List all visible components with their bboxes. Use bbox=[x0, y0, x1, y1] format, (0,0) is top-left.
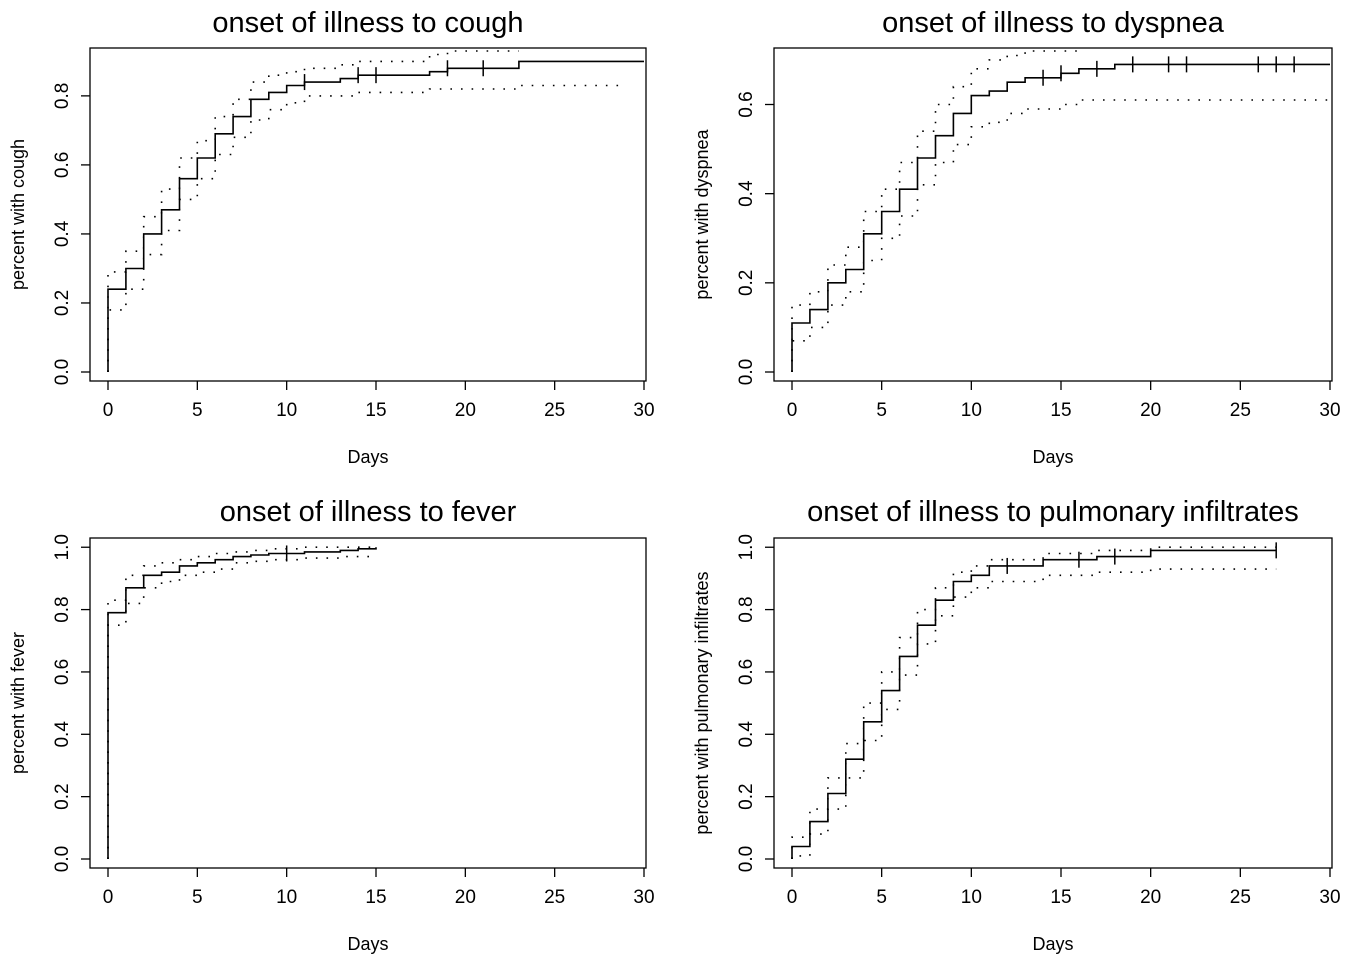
x-tick-label: 10 bbox=[961, 887, 982, 908]
km-ci-upper-line bbox=[791, 546, 1277, 859]
y-tick-label: 0.4 bbox=[736, 180, 757, 207]
x-axis-title: Days bbox=[347, 934, 388, 954]
x-tick-label: 20 bbox=[455, 887, 476, 908]
y-axis-title: percent with dyspnea bbox=[692, 128, 712, 299]
y-tick-label: 1.0 bbox=[52, 534, 73, 560]
x-tick-label: 25 bbox=[1230, 887, 1251, 908]
km-estimate-line bbox=[107, 60, 644, 372]
chart-title: onset of illness to dyspnea bbox=[882, 7, 1225, 39]
chart-title: onset of illness to pulmonary infiltrate… bbox=[807, 496, 1299, 528]
x-tick-label: 0 bbox=[103, 887, 114, 908]
y-axis-title: percent with fever bbox=[8, 632, 28, 774]
plot-frame bbox=[773, 537, 1333, 869]
y-tick-label: 0.0 bbox=[736, 846, 757, 872]
km-ci-lower-line bbox=[791, 568, 1277, 859]
x-tick-label: 15 bbox=[365, 400, 386, 421]
plot-frame bbox=[773, 47, 1333, 382]
x-tick-label: 15 bbox=[365, 887, 386, 908]
y-tick-label: 0.2 bbox=[736, 783, 757, 809]
y-tick-label: 0.6 bbox=[52, 152, 73, 178]
y-axis-title: percent with pulmonary infiltrates bbox=[692, 571, 712, 834]
x-tick-label: 30 bbox=[1319, 887, 1340, 908]
y-tick-label: 0.8 bbox=[52, 83, 73, 109]
x-tick-label: 10 bbox=[276, 887, 297, 908]
km-ci-lower-line bbox=[791, 99, 1330, 372]
km-estimate-line bbox=[791, 63, 1330, 372]
y-tick-label: 0.0 bbox=[52, 359, 73, 385]
x-tick-label: 0 bbox=[787, 400, 798, 421]
km-ci-upper-line bbox=[107, 546, 376, 859]
x-axis-title: Days bbox=[1032, 934, 1073, 954]
chart-panel-4: onset of illness to pulmonary infiltrate… bbox=[692, 496, 1341, 954]
x-tick-label: 30 bbox=[633, 887, 654, 908]
x-tick-label: 10 bbox=[961, 400, 982, 421]
km-estimate-line bbox=[791, 549, 1277, 859]
plot-frame bbox=[89, 47, 647, 382]
x-tick-label: 20 bbox=[1140, 400, 1161, 421]
km-ci-lower-line bbox=[107, 555, 376, 859]
x-tick-label: 30 bbox=[1319, 400, 1340, 421]
y-tick-label: 0.4 bbox=[736, 721, 757, 748]
y-tick-label: 0.4 bbox=[52, 220, 73, 247]
y-tick-label: 0.0 bbox=[52, 846, 73, 872]
y-tick-label: 0.6 bbox=[736, 659, 757, 685]
chart-panel-1: onset of illness to cough 0 5 10 15 20 25 30 0.0… bbox=[8, 7, 655, 467]
y-tick-label: 0.2 bbox=[736, 270, 757, 296]
x-tick-label: 5 bbox=[876, 400, 887, 421]
km-ci-upper-line bbox=[791, 50, 1079, 372]
y-tick-label: 0.6 bbox=[736, 91, 757, 117]
x-tick-label: 30 bbox=[633, 400, 654, 421]
chart-panel-3: onset of illness to fever 0 5 10 15 20 25 30 0.0… bbox=[8, 496, 655, 954]
km-ci-upper-line bbox=[107, 50, 519, 372]
chart-title: onset of illness to fever bbox=[220, 496, 517, 528]
y-tick-label: 0.6 bbox=[52, 659, 73, 685]
plot-frame bbox=[89, 537, 647, 869]
x-tick-label: 25 bbox=[1230, 400, 1251, 421]
x-tick-label: 0 bbox=[787, 887, 798, 908]
x-tick-label: 15 bbox=[1050, 887, 1071, 908]
x-tick-label: 5 bbox=[192, 887, 203, 908]
y-tick-label: 0.8 bbox=[52, 596, 73, 622]
y-tick-label: 0.2 bbox=[52, 290, 73, 316]
km-ci-lower-line bbox=[107, 84, 627, 372]
x-axis-title: Days bbox=[1032, 447, 1073, 467]
x-tick-label: 25 bbox=[544, 400, 565, 421]
km-estimate-line bbox=[107, 547, 377, 859]
x-tick-label: 5 bbox=[876, 887, 887, 908]
y-tick-label: 0.0 bbox=[736, 359, 757, 385]
y-axis-title: percent with cough bbox=[8, 139, 28, 290]
x-tick-label: 15 bbox=[1050, 400, 1071, 421]
y-tick-label: 0.8 bbox=[736, 596, 757, 622]
x-tick-label: 10 bbox=[276, 400, 297, 421]
x-tick-label: 5 bbox=[192, 400, 203, 421]
x-tick-label: 0 bbox=[103, 400, 114, 421]
x-axis-title: Days bbox=[347, 447, 388, 467]
y-tick-label: 0.4 bbox=[52, 721, 73, 748]
x-tick-label: 20 bbox=[455, 400, 476, 421]
x-tick-label: 25 bbox=[544, 887, 565, 908]
x-tick-label: 20 bbox=[1140, 887, 1161, 908]
chart-title: onset of illness to cough bbox=[212, 7, 523, 39]
y-tick-label: 0.2 bbox=[52, 783, 73, 809]
chart-panel-2: onset of illness to dyspnea 0 5 10 15 20 25 30 0… bbox=[692, 7, 1341, 467]
y-tick-label: 1.0 bbox=[736, 534, 757, 560]
